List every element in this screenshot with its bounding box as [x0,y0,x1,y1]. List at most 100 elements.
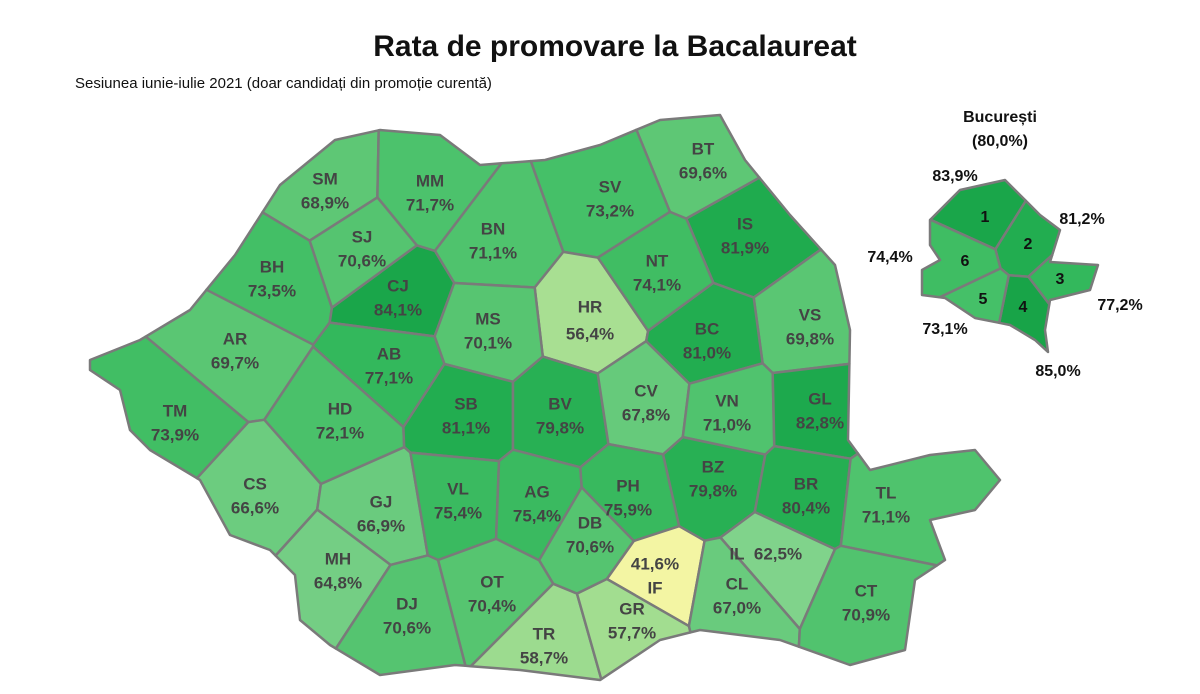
sector-number: 1 [981,209,990,226]
county-code: VN [715,391,739,410]
county-code: CS [243,474,267,493]
county-code: SV [599,177,622,196]
county-value: 74,1% [633,275,681,294]
county-value: 67,0% [713,598,761,617]
county-area [771,362,860,460]
county-value: 41,6% [631,554,679,573]
county-area [274,508,392,650]
county-code: AG [524,482,550,501]
county-value: 71,0% [703,415,751,434]
county-area [575,577,692,681]
county-code: SM [312,169,338,188]
sector-number: 2 [1024,236,1033,253]
county-code: HD [328,399,353,418]
county-value: 70,6% [383,618,431,637]
map-title: Rata de promovare la Bacalaureat [373,30,857,63]
county-value: 70,1% [464,333,512,352]
county-area [334,554,467,677]
county-code: TR [533,624,556,643]
county-areas [88,113,1100,682]
county-code: BN [481,219,506,238]
county-value: 79,8% [689,481,737,500]
county-value: 80,4% [782,498,830,517]
county-value: 68,9% [301,193,349,212]
county-value: 73,9% [151,425,199,444]
county-value: 66,9% [357,516,405,535]
county-code: NT [646,251,669,270]
county-value: 66,6% [231,498,279,517]
county-value: 75,4% [434,503,482,522]
county-code: GL [808,389,832,408]
county-code: OT [480,572,504,591]
county-value: 70,9% [842,605,890,624]
county-value: 73,5% [248,281,296,300]
county-value: 67,8% [622,405,670,424]
county-value: 70,6% [338,251,386,270]
county-code: BV [548,394,572,413]
county-value: 69,8% [786,329,834,348]
county-value: 70,4% [468,596,516,615]
county-value: 75,9% [604,500,652,519]
county-code: GR [619,599,645,618]
county-area [596,210,715,333]
county-code: IS [737,214,753,233]
sector-area [997,273,1051,354]
county-value: 69,7% [211,353,259,372]
county-code: MM [416,171,444,190]
county-code: HR [578,297,603,316]
county-value: 82,8% [796,413,844,432]
county-value: 77,1% [365,368,413,387]
county-value: 71,1% [862,507,910,526]
county-area [88,335,250,480]
inset-title: București [963,109,1037,126]
county-code: DB [578,513,603,532]
county-code: BH [260,257,285,276]
county-value: 81,9% [721,238,769,257]
sector-value: 73,1% [922,321,967,338]
county-code: CT [855,581,878,600]
county-code: TL [876,483,897,502]
map-subtitle: Sesiunea iunie-iulie 2021 (doar candidaț… [75,75,492,92]
county-code: BT [692,139,715,158]
county-code: CJ [387,276,409,295]
county-code: IL [729,544,744,563]
county-code: BC [695,319,720,338]
sector-value: 85,0% [1035,363,1080,380]
county-value: 64,8% [314,573,362,592]
county-code: BR [794,474,819,493]
county-value: 81,1% [442,418,490,437]
county-code: SJ [352,227,373,246]
county-value: 58,7% [520,648,568,667]
county-value: 70,6% [566,537,614,556]
inset-total: (80,0%) [972,133,1028,150]
county-value: 84,1% [374,300,422,319]
sector-value: 77,2% [1097,297,1142,314]
county-code: TM [163,401,188,420]
sector-value: 74,4% [867,249,912,266]
county-value: 72,1% [316,423,364,442]
county-value: 57,7% [608,623,656,642]
county-area [839,448,1002,567]
county-code: BZ [702,457,725,476]
county-value: 81,0% [683,343,731,362]
county-code: VS [799,305,822,324]
county-value: 79,8% [536,418,584,437]
county-code: DJ [396,594,418,613]
county-code: IF [647,578,662,597]
county-code: MH [325,549,351,568]
county-value: 73,2% [586,201,634,220]
county-labels: SM 68,9% MM 71,7% BT 69,6% SV 73,2% SJ 70,6% BN 71,… [151,139,1143,667]
sector-value: 81,2% [1059,211,1104,228]
county-code: PH [616,476,640,495]
county-value: 75,4% [513,506,561,525]
sector-value: 83,9% [932,168,977,185]
county-code: SB [454,394,478,413]
county-code: AB [377,344,402,363]
county-code: CL [726,574,749,593]
sector-number: 4 [1019,299,1028,316]
county-code: GJ [370,492,393,511]
county-code: AR [223,329,248,348]
county-value: 56,4% [566,324,614,343]
sector-number: 6 [961,253,970,270]
